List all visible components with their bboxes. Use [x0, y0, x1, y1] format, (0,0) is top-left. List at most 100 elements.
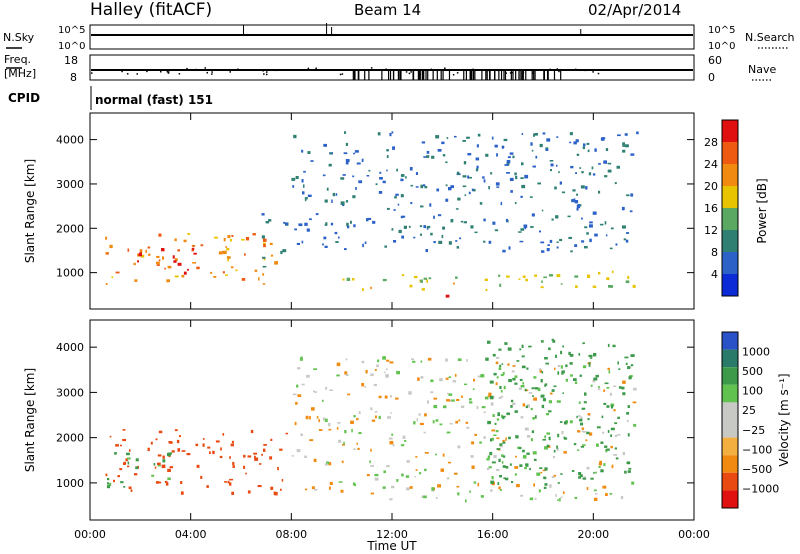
- data-cell-r3: [627, 366, 631, 370]
- data-cell-r3: [554, 186, 557, 190]
- data-cell-r0: [213, 276, 217, 278]
- data-cell-r3: [488, 186, 490, 190]
- data-cell-r3: [581, 240, 585, 243]
- data-cell-r2: [500, 390, 503, 393]
- data-cell-r4: [592, 285, 596, 288]
- data-cell-r2: [587, 413, 591, 416]
- data-cell-r3: [366, 218, 369, 222]
- time-axis-label: Time UT: [366, 539, 417, 553]
- data-cell-r3: [618, 368, 621, 370]
- freq-dot: [194, 68, 197, 71]
- freq-dot: [265, 71, 268, 73]
- data-cell-r2: [322, 417, 325, 421]
- data-cell-r3: [463, 161, 467, 165]
- data-cell-r4: [611, 270, 614, 274]
- velocity-colorbar-swatch: [722, 367, 738, 385]
- data-cell-r2: [582, 444, 586, 446]
- data-cell-r3: [565, 364, 568, 368]
- data-cell-r4: [625, 280, 630, 284]
- data-cell-r3: [557, 482, 560, 484]
- data-cell-r3: [502, 441, 506, 444]
- power-panel: Slant Range [km] 1000 2000 3000 4000 4 8 12 16…: [23, 112, 769, 310]
- velocity-colorbar-swatch: [722, 402, 738, 420]
- data-cell-r3: [606, 405, 610, 408]
- data-cell-r2: [384, 395, 388, 399]
- data-cell-r2: [507, 363, 510, 366]
- data-cell-r0: [202, 443, 205, 447]
- data-cell-r3: [540, 241, 545, 244]
- data-cell-r2: [598, 466, 601, 468]
- freq-label-1: Freq.: [4, 53, 31, 66]
- data-cell-r3: [551, 338, 554, 341]
- freq-dot: [505, 72, 507, 74]
- data-cell-r2: [414, 476, 416, 478]
- data-cell-r3: [502, 415, 505, 420]
- data-cell-r0: [111, 276, 114, 279]
- power-colorbar-label: Power [dB]: [755, 178, 769, 243]
- data-cell-r0: [279, 448, 283, 451]
- data-cell-r3: [431, 155, 435, 159]
- data-cell-r0: [206, 485, 209, 488]
- data-cell-r3: [581, 217, 583, 220]
- data-cell-r2: [437, 484, 441, 488]
- data-cell-r1: [167, 477, 171, 481]
- data-cell-r4: [423, 277, 427, 280]
- data-cell-r2: [532, 417, 535, 420]
- data-cell-r0: [231, 235, 234, 237]
- data-cell-r2: [311, 486, 315, 490]
- data-cell-r2: [500, 395, 504, 398]
- data-cell-r2: [522, 455, 527, 459]
- data-cell-r3: [456, 171, 460, 175]
- data-cell-r2: [353, 448, 356, 451]
- freq-dot: [208, 69, 211, 71]
- data-cell-r3: [358, 180, 363, 184]
- data-cell-r0: [122, 438, 126, 442]
- data-cell-r2: [500, 374, 504, 377]
- data-cell-r3: [441, 141, 445, 145]
- data-cell-r2: [539, 369, 542, 373]
- data-cell-r0: [231, 491, 234, 495]
- data-cell-r0: [155, 438, 158, 441]
- data-cell-r2: [305, 415, 309, 420]
- data-cell-r2: [436, 497, 438, 499]
- data-cell-r2: [474, 433, 477, 436]
- data-cell-r2: [476, 405, 479, 410]
- data-cell-r3: [508, 436, 511, 440]
- freq-dot: [204, 67, 207, 69]
- data-cell-r3: [326, 187, 329, 191]
- data-cell-r3: [610, 227, 614, 230]
- data-cell-r3: [539, 467, 543, 469]
- data-cell-r2: [563, 451, 567, 454]
- data-cell-r2: [614, 434, 618, 437]
- data-cell-r3: [415, 186, 419, 188]
- data-cell-r0: [164, 480, 168, 483]
- data-cell-r3: [506, 160, 511, 164]
- freq-dot: [405, 71, 408, 73]
- data-cell-r2: [265, 221, 270, 224]
- data-cell-r2: [389, 440, 394, 445]
- data-cell-r3: [534, 415, 537, 419]
- freq-dot: [178, 72, 181, 75]
- data-cell-r3: [607, 162, 612, 165]
- data-cell-r3: [343, 152, 348, 155]
- data-cell-r2: [596, 443, 599, 447]
- data-cell-r0: [232, 461, 235, 466]
- data-cell-r3: [555, 215, 559, 219]
- data-cell-r0: [140, 254, 145, 258]
- freq-dot: [531, 69, 534, 72]
- data-cell-r3: [485, 153, 489, 157]
- data-cell-r0: [200, 244, 204, 247]
- data-cell-r2: [493, 454, 497, 459]
- data-cell-r2: [345, 358, 348, 361]
- data-cell-r3: [545, 362, 549, 365]
- data-cell-r2: [411, 358, 414, 361]
- data-cell-r3: [622, 142, 625, 145]
- data-cell-r2: [574, 381, 578, 385]
- velocity-colorbar-tick: 500: [742, 365, 763, 378]
- data-cell-r2: [578, 414, 581, 417]
- data-cell-r3: [410, 184, 414, 187]
- data-cell-r3: [627, 433, 630, 437]
- data-cell-r2: [498, 486, 501, 490]
- data-cell-r2: [613, 454, 617, 456]
- data-cell-r2: [603, 463, 606, 467]
